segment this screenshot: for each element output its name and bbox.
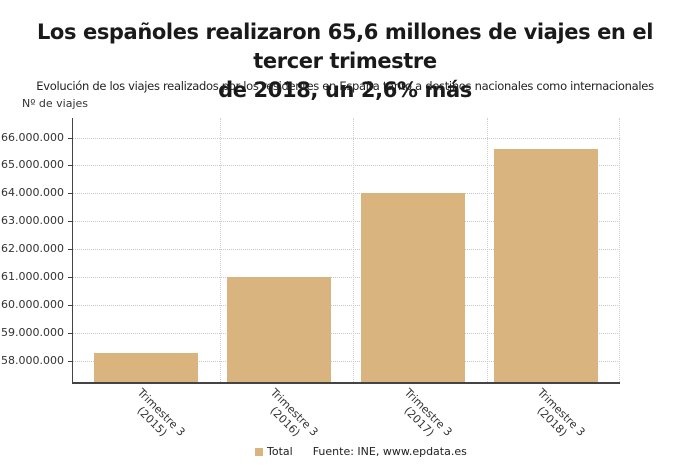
bar-2[interactable]	[227, 277, 331, 382]
bar-4[interactable]	[494, 149, 598, 382]
chart-subtitle: Evolución de los viajes realizados por l…	[36, 79, 654, 93]
y-axis-line	[72, 118, 73, 383]
y-tick-mark	[68, 138, 72, 139]
y-tick-mark	[68, 277, 72, 278]
y-tick-mark	[68, 333, 72, 334]
bar-3[interactable]	[361, 193, 465, 382]
x-gridline	[353, 118, 354, 382]
y-tick-label: 60.000.000	[1, 298, 64, 311]
legend-label-total: Total	[267, 445, 293, 458]
x-gridline	[619, 118, 620, 382]
source-note: Fuente: INE, www.epdata.es	[312, 445, 467, 458]
x-tick-label: Trimestre 3 (2017)	[401, 386, 455, 440]
chart-title-line-2: de 2018, un 2,6% más	[218, 78, 472, 102]
y-tick-label: 62.000.000	[1, 242, 64, 255]
x-tick-label: Trimestre 3 (2015)	[134, 386, 188, 440]
y-tick-label: 61.000.000	[1, 270, 64, 283]
chart-title-line-1: Los españoles realizaron 65,6 millones d…	[36, 20, 654, 73]
y-tick-mark	[68, 165, 72, 166]
bar-1[interactable]	[94, 353, 198, 382]
y-tick-label: 63.000.000	[1, 214, 64, 227]
y-tick-mark	[68, 361, 72, 362]
y-gridline	[72, 361, 620, 362]
x-tick-label: Trimestre 3 (2016)	[267, 386, 321, 440]
y-tick-mark	[68, 305, 72, 306]
y-tick-label: 64.000.000	[1, 186, 64, 199]
y-tick-label: 65.000.000	[1, 158, 64, 171]
x-gridline	[487, 118, 488, 382]
y-tick-mark	[68, 221, 72, 222]
y-gridline	[72, 305, 620, 306]
y-tick-mark	[68, 193, 72, 194]
chart-title: Los españoles realizaron 65,6 millones d…	[0, 18, 690, 105]
y-gridline	[72, 277, 620, 278]
y-tick-label: 66.000.000	[1, 131, 64, 144]
y-gridline	[72, 333, 620, 334]
legend-swatch-total	[255, 447, 263, 456]
x-axis-line	[72, 382, 620, 384]
legend: Total Fuente: INE, www.epdata.es	[255, 445, 467, 458]
y-tick-label: 59.000.000	[1, 326, 64, 339]
y-gridline	[72, 165, 620, 166]
y-gridline	[72, 221, 620, 222]
x-gridline	[220, 118, 221, 382]
y-gridline	[72, 193, 620, 194]
y-axis-label: Nº de viajes	[22, 97, 89, 110]
y-gridline	[72, 138, 620, 139]
y-tick-label: 58.000.000	[1, 354, 64, 367]
y-tick-mark	[68, 249, 72, 250]
x-tick-label: Trimestre 3 (2018)	[534, 386, 588, 440]
y-gridline	[72, 249, 620, 250]
